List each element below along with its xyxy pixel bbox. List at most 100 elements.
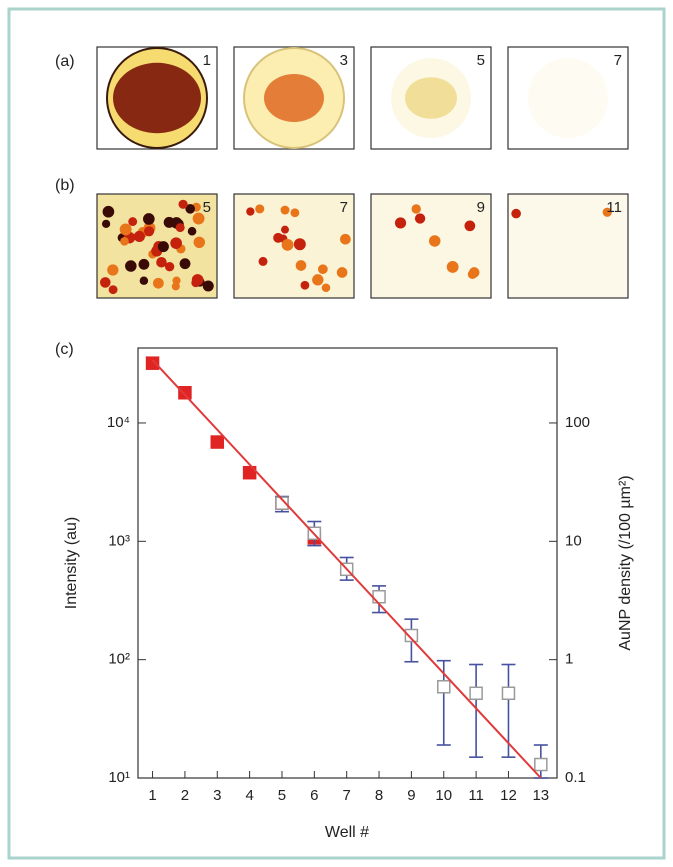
dot bbox=[321, 283, 331, 293]
dot bbox=[293, 238, 306, 251]
x-tick-label: 5 bbox=[278, 787, 286, 804]
y-tick-label: 10⁴ bbox=[107, 414, 130, 431]
x-tick-label: 13 bbox=[532, 787, 549, 804]
image bbox=[370, 193, 492, 299]
well-number: 1 bbox=[203, 52, 211, 69]
fit-line bbox=[151, 359, 542, 779]
x-tick-label: 12 bbox=[500, 787, 517, 804]
well-number: 3 bbox=[340, 52, 348, 69]
dot bbox=[144, 226, 155, 237]
panel-label: (a) bbox=[55, 53, 75, 70]
dot bbox=[157, 241, 169, 253]
x-axis-label: Well # bbox=[325, 824, 369, 841]
dot bbox=[125, 260, 137, 272]
dot bbox=[414, 213, 426, 224]
x-tick-label: 9 bbox=[407, 787, 415, 804]
well-number: 7 bbox=[614, 52, 622, 69]
dot bbox=[290, 208, 300, 218]
well-number: 11 bbox=[606, 199, 622, 216]
dot bbox=[187, 226, 197, 236]
dot bbox=[179, 258, 191, 270]
dot bbox=[108, 285, 118, 295]
well-number: 9 bbox=[477, 199, 485, 216]
y-axis-label: Intensity (au) bbox=[63, 517, 80, 609]
marker bbox=[404, 628, 419, 643]
dot bbox=[202, 280, 214, 292]
x-tick-label: 1 bbox=[148, 787, 156, 804]
dot bbox=[258, 256, 268, 266]
x-tick-label: 11 bbox=[468, 787, 484, 804]
dot bbox=[246, 207, 255, 216]
plot-frame bbox=[137, 347, 558, 779]
dot bbox=[295, 260, 307, 271]
marker bbox=[242, 465, 257, 480]
x-tick-label: 4 bbox=[245, 787, 253, 804]
well-number: 7 bbox=[340, 199, 348, 216]
dot bbox=[102, 205, 115, 218]
x-tick-label: 10 bbox=[435, 787, 452, 804]
panel-label: (c) bbox=[55, 341, 74, 358]
dot bbox=[175, 223, 185, 233]
x-tick-label: 3 bbox=[213, 787, 221, 804]
dot bbox=[170, 237, 182, 250]
x-tick-label: 7 bbox=[343, 787, 351, 804]
dot bbox=[107, 264, 119, 276]
dot bbox=[185, 204, 196, 214]
error-bar bbox=[469, 663, 484, 758]
dot bbox=[317, 264, 328, 275]
dot bbox=[428, 235, 441, 247]
dot bbox=[511, 208, 521, 219]
dot bbox=[191, 278, 201, 288]
dot bbox=[336, 267, 348, 278]
dot bbox=[340, 233, 351, 245]
dot bbox=[280, 205, 290, 215]
dot bbox=[193, 236, 206, 249]
dot bbox=[280, 225, 290, 234]
x-tick-label: 2 bbox=[181, 787, 189, 804]
y2-tick-label: 0.1 bbox=[565, 769, 586, 786]
marker bbox=[275, 496, 289, 510]
x-tick-label: 6 bbox=[310, 787, 318, 804]
dot bbox=[446, 261, 459, 273]
dot bbox=[119, 223, 132, 236]
dot bbox=[411, 204, 421, 214]
y-tick-label: 10¹ bbox=[108, 769, 130, 786]
dot bbox=[312, 274, 324, 286]
dot bbox=[178, 199, 188, 209]
y2-axis-label: AuNP density (/100 µm²) bbox=[617, 475, 634, 650]
dot bbox=[255, 204, 265, 214]
well bbox=[528, 58, 608, 138]
marker bbox=[210, 435, 225, 449]
dot bbox=[467, 269, 478, 280]
x-tick-label: 8 bbox=[375, 787, 383, 804]
y-tick-label: 10³ bbox=[108, 532, 130, 549]
dot bbox=[156, 256, 167, 268]
y-tick-label: 10² bbox=[108, 651, 130, 668]
dot bbox=[273, 232, 284, 243]
dot bbox=[300, 280, 310, 290]
spot bbox=[264, 74, 324, 122]
marker bbox=[501, 686, 516, 701]
dot bbox=[281, 238, 294, 251]
y2-tick-label: 100 bbox=[565, 414, 590, 431]
dot bbox=[171, 282, 180, 291]
marker bbox=[145, 356, 160, 370]
dot bbox=[164, 262, 175, 272]
well-number: 5 bbox=[203, 199, 211, 216]
dot bbox=[138, 258, 150, 270]
well-number: 5 bbox=[477, 52, 485, 69]
dot bbox=[133, 230, 145, 243]
marker bbox=[469, 686, 483, 701]
dot bbox=[101, 219, 111, 229]
frame bbox=[7, 7, 666, 860]
panel-label: (b) bbox=[55, 177, 75, 194]
image-panels: 1 5 3 7 5 9 7 11 bbox=[96, 46, 629, 299]
spot bbox=[113, 62, 201, 134]
y2-tick-label: 1 bbox=[565, 651, 573, 668]
dot bbox=[464, 220, 476, 232]
dot bbox=[192, 212, 205, 225]
marker bbox=[178, 386, 192, 400]
dot bbox=[128, 217, 138, 227]
